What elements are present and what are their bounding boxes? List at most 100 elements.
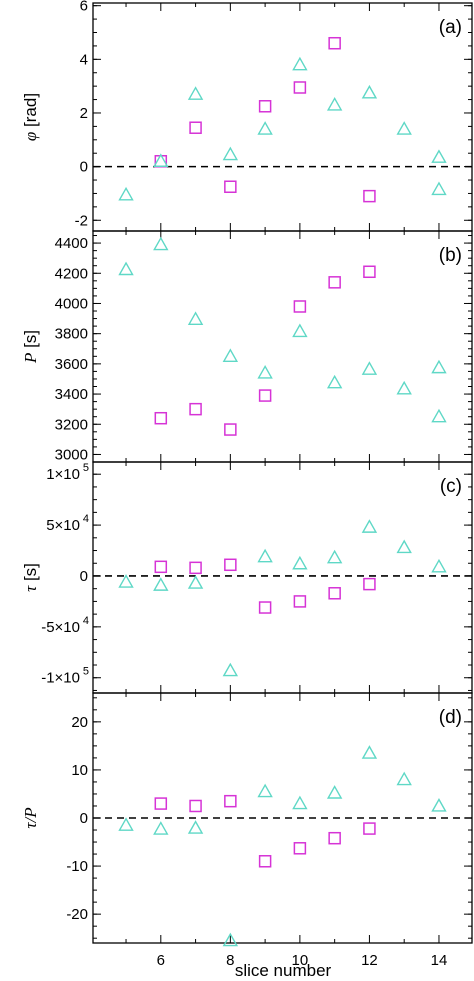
triangle-point xyxy=(361,745,378,759)
triangle-point xyxy=(326,785,343,799)
triangle-point xyxy=(431,798,447,812)
triangle-point xyxy=(257,364,273,379)
triangle-point xyxy=(222,348,239,363)
triangle-point xyxy=(118,574,134,588)
y-tick-label: 0 xyxy=(80,810,88,827)
square-point xyxy=(363,265,376,279)
y-tick-label: 3000 xyxy=(55,446,88,463)
x-tick-label: 6 xyxy=(157,952,165,969)
triangle-point xyxy=(396,539,412,554)
x-tick-label: 12 xyxy=(361,952,378,969)
y-tick-label: 1×10 xyxy=(46,466,80,483)
triangle-point xyxy=(118,817,134,831)
panel-0: 6 4 2 0 -2 (a) φ [rad] xyxy=(21,0,473,232)
y-tick-label: 4200 xyxy=(55,265,88,282)
y-tick-label: 3600 xyxy=(55,356,88,373)
y-tick-label: 3400 xyxy=(55,386,88,403)
panel-tag: (c) xyxy=(440,476,462,497)
y-tick-label: 6 xyxy=(80,0,88,15)
triangle-point xyxy=(222,662,239,677)
y-tick-label: 4000 xyxy=(55,295,88,312)
triangle-point xyxy=(187,86,204,100)
plot-frame xyxy=(92,692,473,944)
triangle-point xyxy=(222,146,239,161)
square-point xyxy=(189,402,202,416)
plot-frame xyxy=(92,230,473,463)
square-point xyxy=(363,577,376,591)
x-axis-label: slice number xyxy=(235,961,332,980)
triangle-point xyxy=(326,97,343,111)
square-point xyxy=(328,276,341,289)
y-tick-label: 4 xyxy=(80,51,88,68)
square-point xyxy=(293,842,307,855)
y-tick-label: -1×10 xyxy=(41,670,80,687)
panel-tag: (d) xyxy=(439,707,462,728)
square-point xyxy=(224,423,237,436)
square-point xyxy=(293,300,307,313)
triangle-point xyxy=(118,261,134,276)
x-tick-label: 8 xyxy=(226,952,234,969)
y-axis-symbol: τ/P xyxy=(21,807,40,828)
x-tick-label: 10 xyxy=(292,952,309,969)
triangle-point xyxy=(153,236,169,251)
square-point xyxy=(328,36,341,50)
y-tick-label: 10 xyxy=(71,762,88,779)
triangle-point xyxy=(292,555,308,570)
y-tick-label: 0 xyxy=(80,159,88,176)
square-point xyxy=(293,595,307,608)
y-tick-label: -2 xyxy=(75,212,88,229)
panel-3: 20 10 0 -10 -20 (d) τ/P 6 8 10 12 14 xyxy=(21,692,473,969)
y-tick-label: -20 xyxy=(66,906,88,923)
triangle-point xyxy=(153,821,169,835)
y-tick-label: 2 xyxy=(80,105,88,122)
triangle-point xyxy=(292,323,308,338)
y-axis-unit: [rad] xyxy=(21,93,40,132)
square-point xyxy=(363,822,376,835)
square-point xyxy=(189,121,202,134)
triangle-point xyxy=(187,820,204,834)
triangle-point xyxy=(361,84,378,99)
triangle-point xyxy=(326,549,343,564)
y-axis-symbol: φ xyxy=(21,132,40,141)
triangle-point xyxy=(361,361,378,375)
panel-tag: (b) xyxy=(439,245,462,266)
y-axis-label: τ/P xyxy=(21,807,40,828)
y-tick-label: -10 xyxy=(66,858,88,875)
y-axis-symbol: τ xyxy=(21,585,40,592)
square-point xyxy=(363,189,376,203)
square-point xyxy=(189,799,202,813)
triangle-point xyxy=(257,783,273,798)
triangle-point xyxy=(431,558,447,573)
x-tick-label: 14 xyxy=(431,952,448,969)
square-point xyxy=(258,601,272,614)
triangle-point xyxy=(118,186,134,201)
triangle-point xyxy=(396,771,412,786)
y-tick-label: -5×10 xyxy=(41,619,80,636)
square-point xyxy=(258,389,272,402)
panel-tag: (a) xyxy=(439,17,462,38)
y-tick-exponent: 5 xyxy=(83,666,89,678)
triangle-point xyxy=(257,121,273,135)
y-tick-label: 20 xyxy=(71,714,88,731)
triangle-point xyxy=(257,548,273,563)
triangle-point xyxy=(153,153,169,167)
triangle-point xyxy=(187,575,204,589)
square-point xyxy=(293,81,307,94)
y-tick-exponent: 4 xyxy=(83,615,89,627)
square-point xyxy=(328,587,341,600)
triangle-point xyxy=(396,380,412,395)
y-axis-label: φ [rad] xyxy=(21,93,40,141)
square-point xyxy=(154,797,168,810)
triangle-point xyxy=(292,795,308,810)
triangle-point xyxy=(431,181,447,196)
triangle-point xyxy=(153,577,169,591)
triangle-point xyxy=(326,374,343,389)
y-axis-unit: [s] xyxy=(21,563,40,586)
y-axis-label: P [s] xyxy=(21,330,40,364)
plot-frame xyxy=(92,461,473,694)
y-tick-label: 0 xyxy=(80,568,88,585)
plot-frame xyxy=(92,2,473,232)
triangle-point xyxy=(292,56,308,71)
